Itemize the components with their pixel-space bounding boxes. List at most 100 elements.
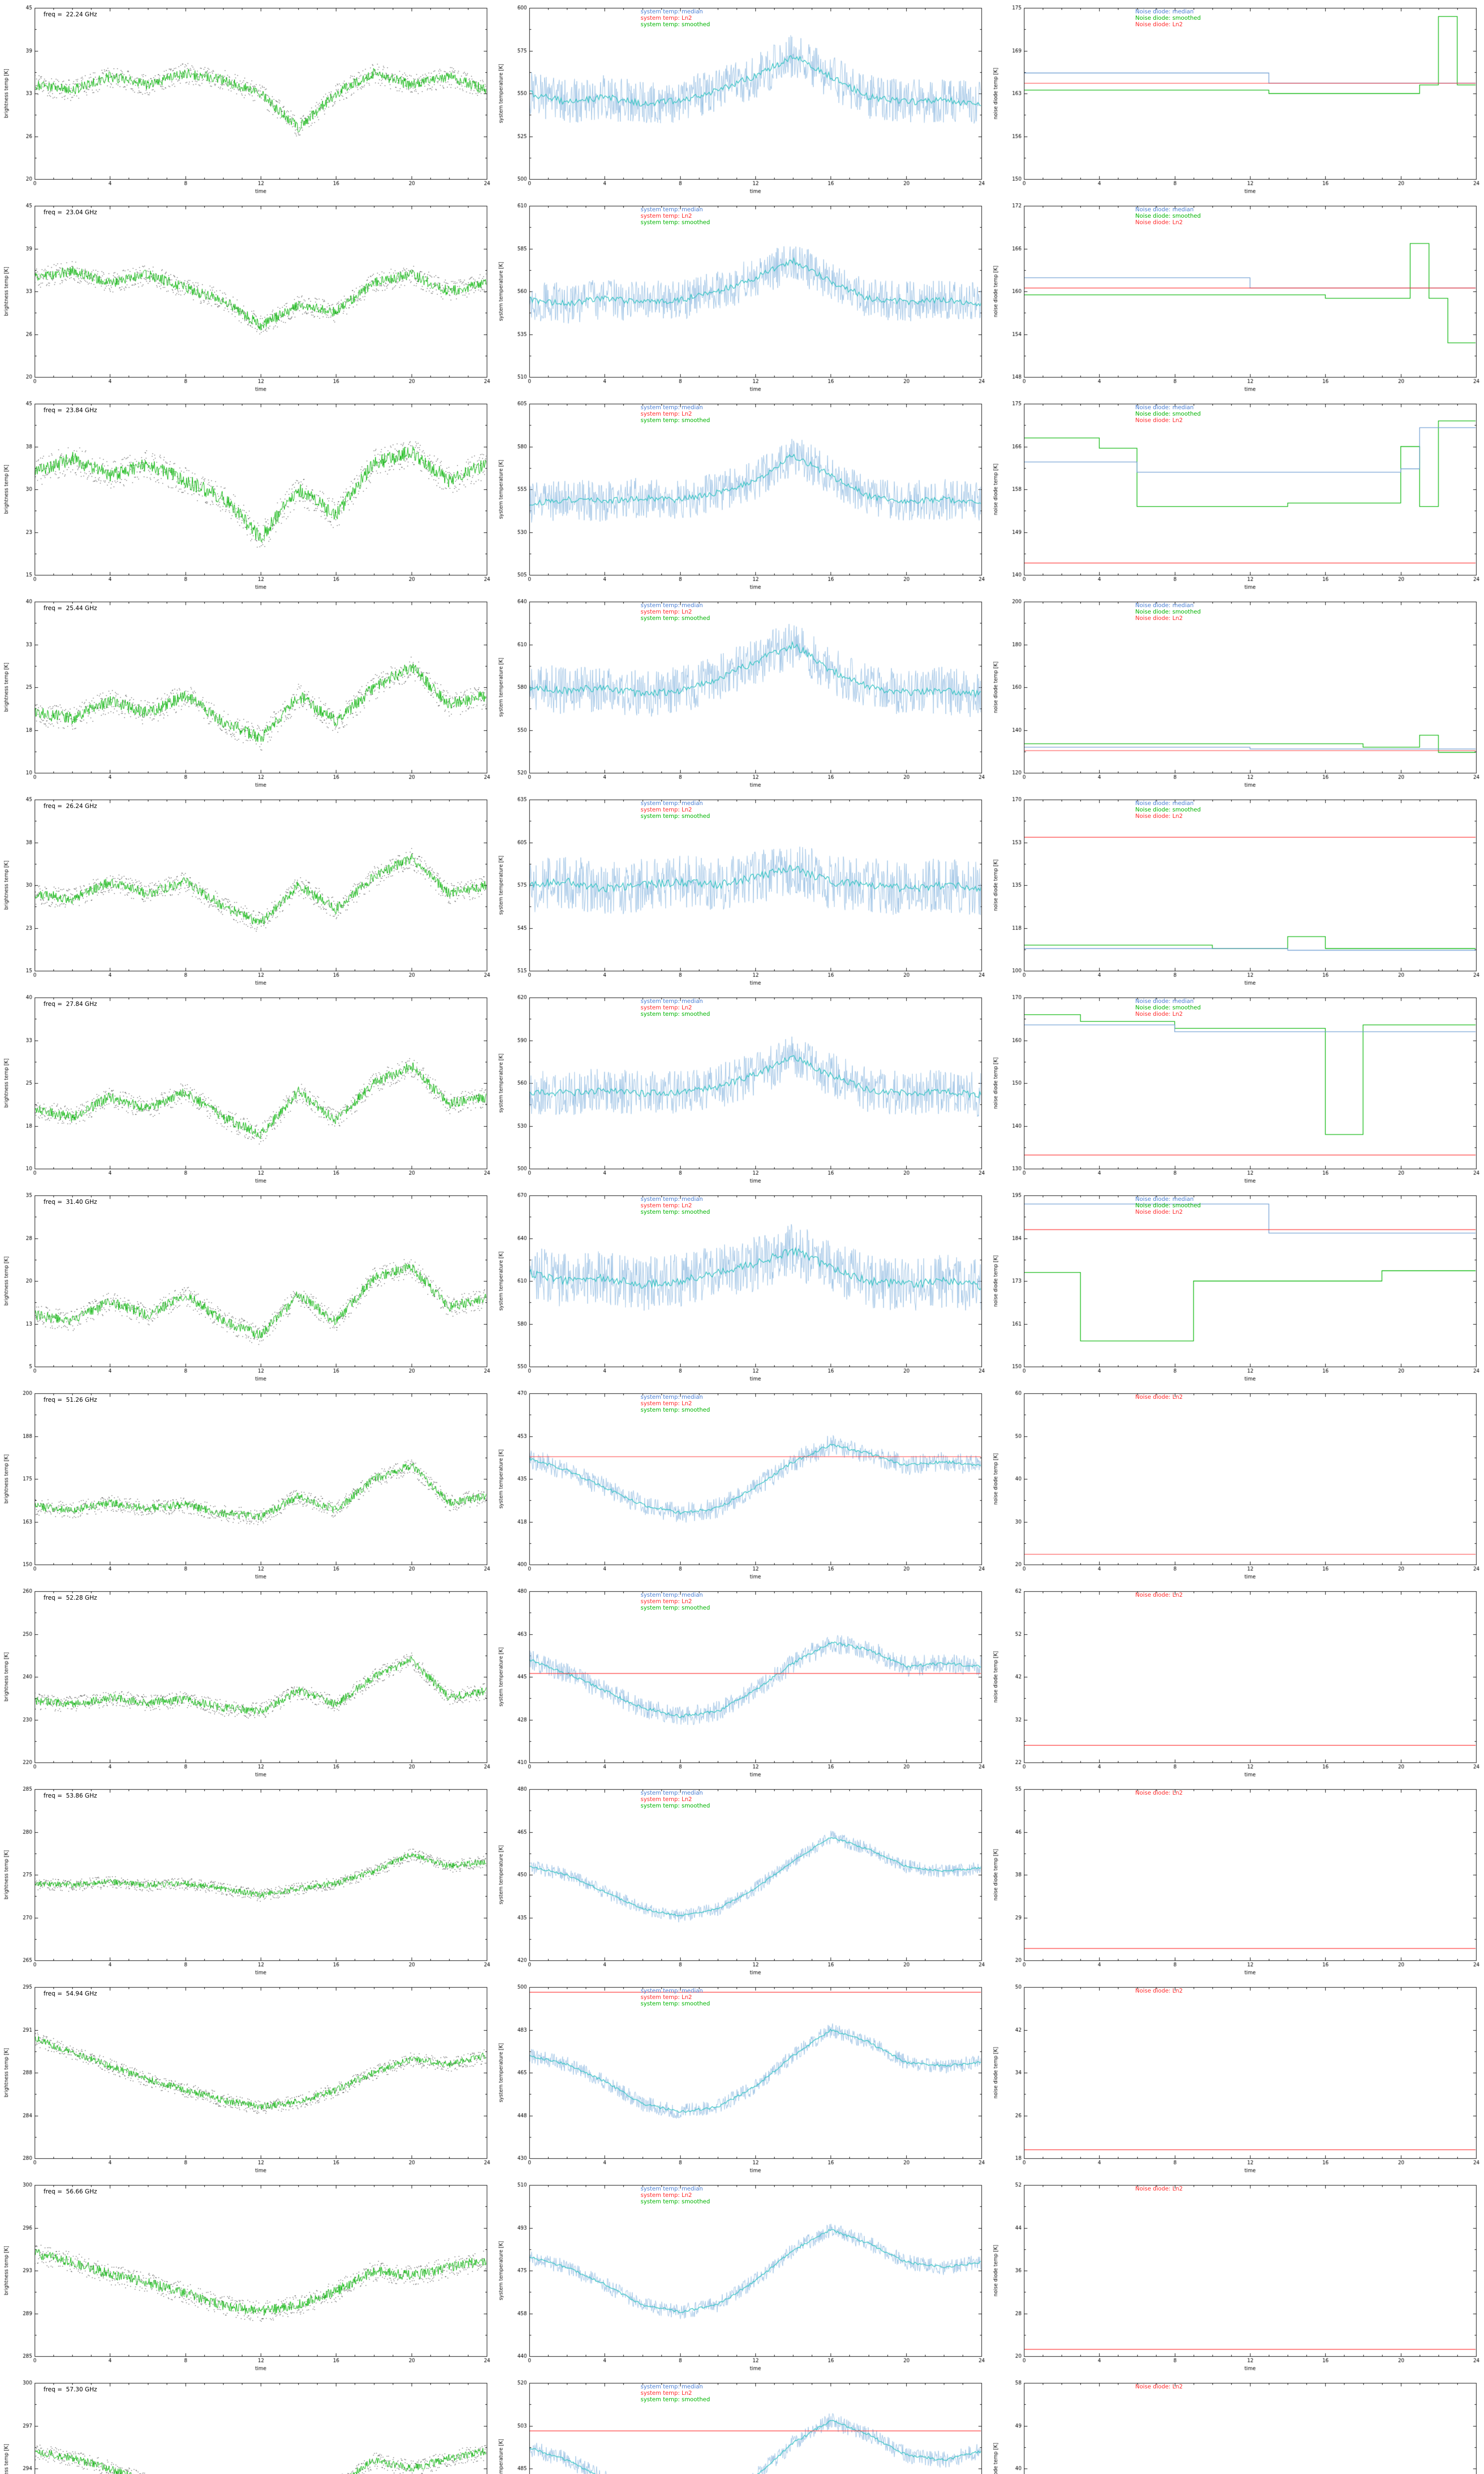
legend-entry: system temp: median (641, 1393, 703, 1400)
legend-entry: system temp: Ln2 (641, 608, 692, 615)
plot-legend: Noise diode: median Noise diode: smoothed… (1135, 8, 1201, 28)
system-temp-plot-panel: system temp: median system temp: Ln2 syste… (495, 2375, 989, 2474)
plot-legend: Noise diode: median Noise diode: smoothed… (1135, 602, 1201, 621)
noise-diode-plot-panel: Noise diode: Ln2 (989, 1979, 1484, 2177)
legend-entry: system temp: Ln2 (641, 2191, 692, 2198)
noise-diode-plot-panel: Noise diode: median Noise diode: smoothed… (989, 198, 1484, 396)
brightness-temp-plot-panel: freq = 27.84 GHz (0, 990, 495, 1188)
noise-diode-plot-canvas (989, 2177, 1484, 2375)
frequency-label: freq = 31.40 GHz (44, 1198, 97, 1205)
legend-entry: system temp: Ln2 (641, 1400, 692, 1407)
brightness-temp-plot-panel: freq = 25.44 GHz (0, 594, 495, 792)
legend-entry: system temp: median (641, 2185, 703, 2192)
frequency-label: freq = 23.84 GHz (44, 407, 97, 414)
plot-legend: system temp: median system temp: Ln2 syste… (641, 206, 710, 226)
legend-entry: system temp: smoothed (641, 1208, 710, 1215)
system-temp-plot-panel: system temp: median system temp: Ln2 syste… (495, 2177, 989, 2375)
legend-entry: Noise diode: median (1135, 602, 1194, 609)
legend-entry: system temp: Ln2 (641, 410, 692, 417)
plot-legend: system temp: median system temp: Ln2 syste… (641, 1394, 710, 1413)
noise-diode-plot-panel: Noise diode: median Noise diode: smoothed… (989, 792, 1484, 990)
frequency-label: freq = 27.84 GHz (44, 1000, 97, 1007)
system-temp-plot-canvas (495, 1385, 989, 1583)
legend-entry: system temp: Ln2 (641, 1004, 692, 1011)
plot-legend: Noise diode: Ln2 (1135, 1592, 1183, 1598)
frequency-label: freq = 26.24 GHz (44, 803, 97, 809)
legend-entry: Noise diode: Ln2 (1135, 417, 1183, 424)
noise-diode-plot-canvas (989, 792, 1484, 990)
noise-diode-plot-canvas (989, 198, 1484, 396)
system-temp-plot-panel: system temp: median system temp: Ln2 syste… (495, 792, 989, 990)
system-temp-plot-canvas (495, 1583, 989, 1781)
brightness-temp-plot-canvas (0, 792, 495, 990)
frequency-label: freq = 57.30 GHz (44, 2386, 97, 2393)
noise-diode-plot-panel: Noise diode: Ln2 (989, 2375, 1484, 2474)
legend-entry: system temp: median (641, 206, 703, 213)
legend-entry: system temp: smoothed (641, 2396, 710, 2403)
legend-entry: system temp: smoothed (641, 615, 710, 621)
legend-entry: Noise diode: Ln2 (1135, 21, 1183, 28)
legend-entry: Noise diode: Ln2 (1135, 1789, 1183, 1796)
legend-entry: Noise diode: median (1135, 404, 1194, 411)
system-temp-plot-canvas (495, 792, 989, 990)
plot-legend: Noise diode: Ln2 (1135, 1988, 1183, 1994)
legend-entry: Noise diode: median (1135, 800, 1194, 807)
plot-legend: Noise diode: median Noise diode: smoothed… (1135, 998, 1201, 1017)
brightness-temp-plot-canvas (0, 1979, 495, 2177)
brightness-temp-plot-panel: freq = 22.24 GHz (0, 0, 495, 198)
noise-diode-plot-canvas (989, 1583, 1484, 1781)
system-temp-plot-panel: system temp: median system temp: Ln2 syste… (495, 594, 989, 792)
system-temp-plot-canvas (495, 1781, 989, 1979)
legend-entry: system temp: smoothed (641, 21, 710, 28)
legend-entry: Noise diode: smoothed (1135, 608, 1201, 615)
brightness-temp-plot-panel: freq = 52.28 GHz (0, 1583, 495, 1781)
legend-entry: system temp: median (641, 1789, 703, 1796)
system-temp-plot-canvas (495, 1188, 989, 1385)
brightness-temp-plot-canvas (0, 1188, 495, 1385)
noise-diode-plot-canvas (989, 1781, 1484, 1979)
plot-legend: system temp: median system temp: Ln2 syste… (641, 998, 710, 1017)
noise-diode-plot-panel: Noise diode: median Noise diode: smoothed… (989, 990, 1484, 1188)
legend-entry: system temp: median (641, 2383, 703, 2390)
frequency-label: freq = 52.28 GHz (44, 1594, 97, 1601)
noise-diode-plot-panel: Noise diode: Ln2 (989, 2177, 1484, 2375)
system-temp-plot-panel: system temp: median system temp: Ln2 syste… (495, 1979, 989, 2177)
legend-entry: Noise diode: median (1135, 998, 1194, 1004)
legend-entry: system temp: smoothed (641, 219, 710, 226)
system-temp-plot-canvas (495, 990, 989, 1188)
legend-entry: Noise diode: median (1135, 1195, 1194, 1202)
noise-diode-plot-canvas (989, 2375, 1484, 2474)
plot-legend: Noise diode: median Noise diode: smoothed… (1135, 1196, 1201, 1215)
noise-diode-plot-panel: Noise diode: Ln2 (989, 1385, 1484, 1583)
system-temp-plot-canvas (495, 0, 989, 198)
frequency-label: freq = 25.44 GHz (44, 605, 97, 612)
frequency-label: freq = 53.86 GHz (44, 1792, 97, 1799)
legend-entry: Noise diode: smoothed (1135, 1004, 1201, 1011)
plot-legend: Noise diode: median Noise diode: smoothed… (1135, 800, 1201, 819)
legend-entry: system temp: median (641, 1195, 703, 1202)
noise-diode-plot-panel: Noise diode: median Noise diode: smoothed… (989, 1188, 1484, 1385)
system-temp-plot-panel: system temp: median system temp: Ln2 syste… (495, 0, 989, 198)
frequency-label: freq = 51.26 GHz (44, 1396, 97, 1403)
noise-diode-plot-canvas (989, 990, 1484, 1188)
legend-entry: system temp: median (641, 1987, 703, 1994)
legend-entry: system temp: median (641, 998, 703, 1004)
frequency-label: freq = 56.66 GHz (44, 2188, 97, 2195)
plot-legend: Noise diode: Ln2 (1135, 1394, 1183, 1400)
system-temp-plot-canvas (495, 2177, 989, 2375)
legend-entry: system temp: Ln2 (641, 14, 692, 21)
system-temp-plot-canvas (495, 594, 989, 792)
noise-diode-plot-canvas (989, 0, 1484, 198)
plot-legend: system temp: median system temp: Ln2 syste… (641, 602, 710, 621)
legend-entry: system temp: Ln2 (641, 2389, 692, 2396)
noise-diode-plot-panel: Noise diode: Ln2 (989, 1583, 1484, 1781)
noise-diode-plot-panel: Noise diode: median Noise diode: smoothed… (989, 396, 1484, 594)
noise-diode-plot-canvas (989, 1979, 1484, 2177)
plot-legend: Noise diode: Ln2 (1135, 2383, 1183, 2390)
plot-legend: system temp: median system temp: Ln2 syste… (641, 404, 710, 424)
noise-diode-plot-panel: Noise diode: Ln2 (989, 1781, 1484, 1979)
legend-entry: system temp: Ln2 (641, 1598, 692, 1605)
frequency-label: freq = 23.04 GHz (44, 209, 97, 216)
system-temp-plot-panel: system temp: median system temp: Ln2 syste… (495, 198, 989, 396)
